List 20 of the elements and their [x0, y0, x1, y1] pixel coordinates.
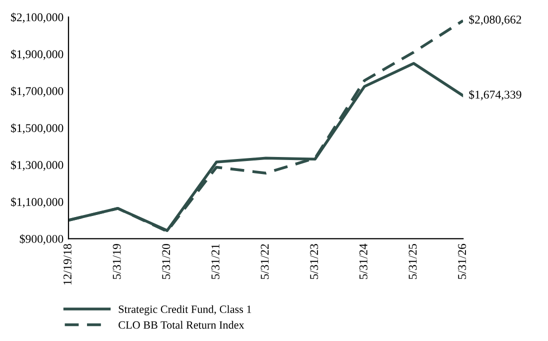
data-label: $1,674,339 — [469, 90, 522, 100]
legend-label: Strategic Credit Fund, Class 1 — [118, 305, 252, 316]
data-label: $2,080,662 — [469, 14, 522, 26]
y-tick-label: $1,900,000 — [11, 50, 64, 60]
x-tick-label: 5/31/22 — [260, 244, 269, 279]
x-tick-label: 5/31/24 — [359, 244, 368, 279]
x-tick-label: 5/31/23 — [310, 244, 318, 279]
y-tick-label: $1,500,000 — [11, 123, 64, 134]
x-tick-label: 5/31/21 — [211, 244, 220, 279]
legend-label: CLO BB Total Return Index — [118, 320, 244, 329]
y-tick-label: $2,100,000 — [11, 12, 64, 23]
x-tick-label: 12/19/18 — [63, 244, 72, 284]
y-tick-label: $1,700,000 — [11, 86, 64, 97]
x-tick-label: 5/31/26 — [458, 244, 466, 279]
x-tick-label: 5/31/20 — [162, 244, 170, 279]
y-tick-label: $1,100,000 — [11, 197, 64, 208]
y-tick-label: $900,000 — [20, 234, 64, 245]
x-tick-label: 5/31/19 — [112, 244, 121, 279]
y-tick-label: $1,300,000 — [11, 160, 64, 171]
x-tick-label: 5/31/25 — [408, 244, 417, 279]
